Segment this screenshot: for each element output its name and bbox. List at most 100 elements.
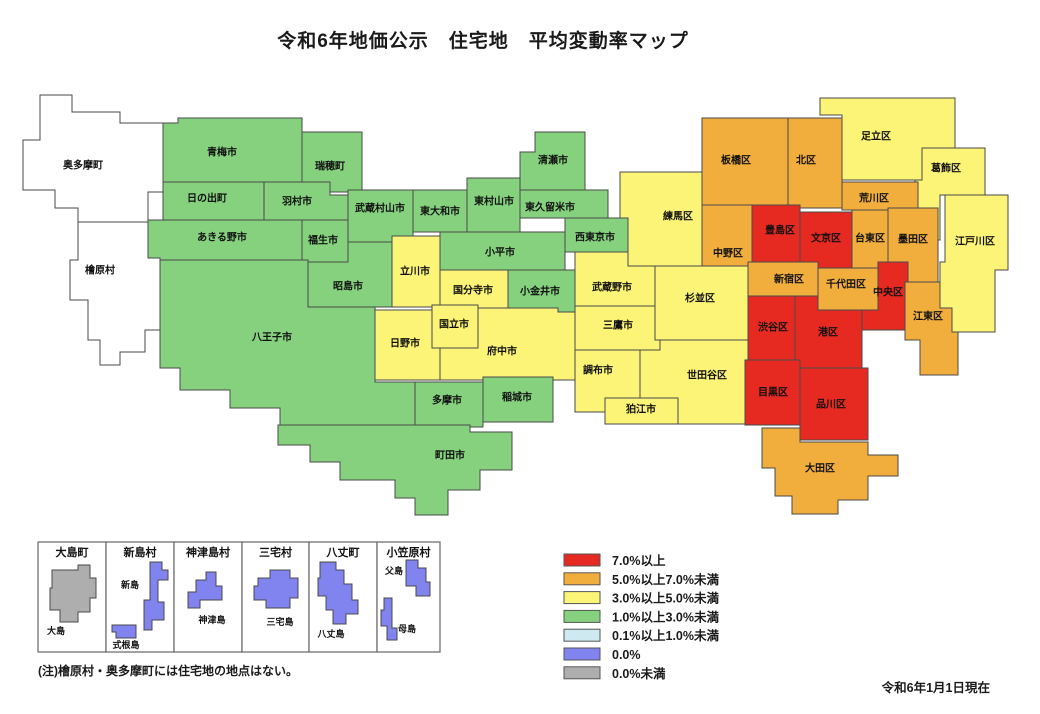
map-region-label: 大田区 bbox=[805, 462, 835, 475]
legend-label: 5.0%以上7.0%未満 bbox=[612, 572, 719, 587]
island-shape bbox=[380, 597, 398, 641]
map-region-label: 板橋区 bbox=[721, 154, 751, 167]
island-shape bbox=[143, 561, 169, 631]
legend-swatch bbox=[563, 609, 601, 623]
map-region-label: 足立区 bbox=[861, 130, 891, 143]
map-region-label: 中央区 bbox=[873, 286, 903, 299]
map-region-label: 江東区 bbox=[913, 310, 943, 323]
map-region bbox=[414, 381, 484, 428]
island-shape bbox=[253, 569, 299, 609]
legend-swatch bbox=[563, 628, 601, 642]
legend-swatch bbox=[563, 553, 601, 567]
island-box-title: 三宅村 bbox=[259, 545, 292, 559]
map-region-label: 新宿区 bbox=[774, 273, 804, 286]
island-label: 式根島 bbox=[112, 639, 139, 650]
legend-swatch bbox=[563, 647, 601, 661]
map-region-label: 府中市 bbox=[487, 345, 517, 358]
map-region-label: 多摩市 bbox=[432, 394, 462, 407]
legend-label: 0.1%以上1.0%未満 bbox=[612, 628, 719, 643]
legend-label: 3.0%以上5.0%未満 bbox=[612, 591, 719, 606]
map-region-label: 町田市 bbox=[435, 449, 465, 462]
map-region-label: 東大和市 bbox=[420, 205, 460, 218]
island-shape bbox=[317, 561, 359, 625]
map-region-label: 東久留米市 bbox=[525, 201, 575, 214]
island-shape bbox=[111, 624, 137, 639]
map-region-label: 世田谷区 bbox=[687, 369, 727, 382]
island-label: 八丈島 bbox=[316, 628, 344, 639]
island-shape bbox=[49, 564, 97, 623]
map-region-label: 練馬区 bbox=[663, 210, 693, 223]
map-region-label: 北区 bbox=[796, 154, 816, 167]
map-region-label: 東村山市 bbox=[474, 195, 514, 208]
map-region bbox=[904, 281, 959, 376]
legend-swatch bbox=[563, 591, 601, 605]
map-region-label: 狛江市 bbox=[625, 403, 656, 416]
legend-swatch bbox=[563, 666, 601, 680]
island-box-title: 神津島村 bbox=[186, 545, 230, 559]
map-region bbox=[799, 367, 869, 441]
legend-swatch bbox=[563, 572, 601, 586]
island-box-title: 小笠原村 bbox=[386, 545, 431, 559]
island-label: 大島 bbox=[47, 625, 65, 636]
map-region-label: 国立市 bbox=[439, 318, 469, 331]
map-region-label: 荒川区 bbox=[858, 192, 889, 205]
map-region-label: あきる野市 bbox=[197, 231, 247, 244]
island-label: 母島 bbox=[398, 623, 416, 634]
map-region-label: 杉並区 bbox=[685, 292, 715, 305]
map-region-label: 清瀬市 bbox=[538, 154, 568, 167]
map-region-label: 品川区 bbox=[816, 399, 846, 411]
map-region bbox=[22, 94, 164, 223]
map-region-label: 江戸川区 bbox=[955, 235, 995, 248]
legend-label: 1.0%以上3.0%未満 bbox=[612, 609, 719, 624]
legend-label: 7.0%以上 bbox=[612, 553, 666, 568]
map-region-label: 三鷹市 bbox=[603, 319, 633, 332]
as-of-date: 令和6年1月1日現在 bbox=[881, 680, 990, 695]
map-region-label: 奥多摩町 bbox=[63, 159, 103, 172]
map-region-label: 渋谷区 bbox=[758, 321, 788, 334]
island-label: 三宅島 bbox=[266, 616, 293, 627]
map-region-label: 武蔵村山市 bbox=[355, 202, 405, 215]
map-region-label: 羽村市 bbox=[282, 195, 312, 208]
map-region-label: 港区 bbox=[818, 326, 838, 339]
map-region bbox=[482, 376, 554, 423]
map-region-label: 日野市 bbox=[390, 337, 420, 350]
map-region-label: 千代田区 bbox=[826, 278, 866, 291]
map-region-label: 墨田区 bbox=[898, 234, 928, 246]
island-box-title: 大島町 bbox=[56, 545, 89, 559]
map-region-label: 西東京市 bbox=[575, 231, 615, 244]
map-region-label: 八王子市 bbox=[251, 331, 292, 344]
map-region-label: 小平市 bbox=[484, 246, 515, 259]
map-region-label: 豊島区 bbox=[765, 224, 795, 237]
map-region-label: 瑞穂町 bbox=[315, 160, 345, 173]
map-region bbox=[761, 427, 899, 515]
map-region-label: 台東区 bbox=[855, 232, 885, 245]
footnote: (注)檜原村・奥多摩町には住宅地の地点はない。 bbox=[38, 663, 298, 678]
legend-group: 7.0%以上 5.0%以上7.0%未満 3.0%以上5.0%未満 1.0%以上3.0%… bbox=[563, 553, 719, 681]
island-box-title: 新島村 bbox=[124, 545, 157, 559]
legend-label: 0.0% bbox=[612, 648, 641, 662]
map-region bbox=[347, 189, 414, 243]
island-label: 父島 bbox=[384, 565, 403, 576]
island-shape bbox=[405, 559, 431, 597]
map-region-label: 昭島市 bbox=[333, 280, 363, 293]
map-region-label: 調布市 bbox=[583, 364, 613, 377]
map-region-label: 青梅市 bbox=[207, 146, 237, 159]
map-region-label: 稲城市 bbox=[502, 391, 532, 404]
island-shape bbox=[187, 571, 223, 609]
map-region-label: 葛飾区 bbox=[930, 162, 961, 175]
map-region-label: 福生市 bbox=[307, 234, 338, 247]
map-region bbox=[277, 424, 513, 516]
map-region-label: 檜原村 bbox=[85, 264, 115, 277]
island-box-title: 八丈町 bbox=[326, 545, 360, 559]
map-region-label: 立川市 bbox=[400, 265, 430, 278]
island-label: 新島 bbox=[121, 579, 139, 590]
map-region bbox=[69, 221, 161, 366]
island-label: 神津島 bbox=[198, 614, 225, 625]
map-region-label: 武蔵野市 bbox=[592, 281, 632, 294]
page-title: 令和6年地価公示 住宅地 平均変動率マップ bbox=[277, 29, 689, 52]
map-region-label: 目黒区 bbox=[758, 387, 788, 399]
